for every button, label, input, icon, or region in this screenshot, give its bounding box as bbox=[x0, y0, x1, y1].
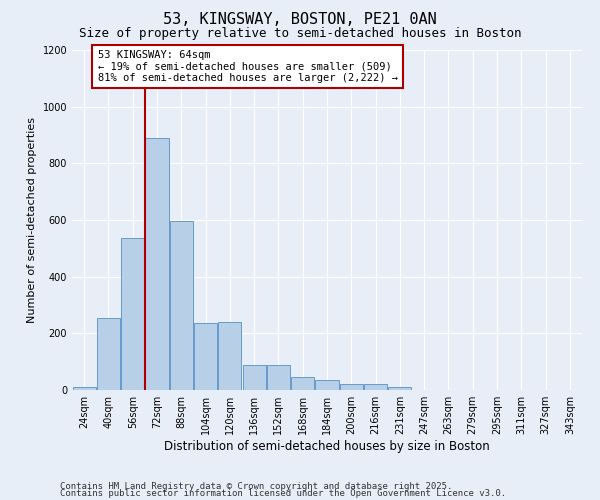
Bar bbox=[73, 387, 95, 390]
Y-axis label: Number of semi-detached properties: Number of semi-detached properties bbox=[27, 117, 37, 323]
Bar bbox=[340, 384, 363, 390]
Text: Contains HM Land Registry data © Crown copyright and database right 2025.: Contains HM Land Registry data © Crown c… bbox=[60, 482, 452, 491]
Text: Size of property relative to semi-detached houses in Boston: Size of property relative to semi-detach… bbox=[79, 28, 521, 40]
Bar bbox=[364, 384, 387, 390]
Bar bbox=[145, 138, 169, 390]
Bar bbox=[170, 222, 193, 390]
Text: 53, KINGSWAY, BOSTON, PE21 0AN: 53, KINGSWAY, BOSTON, PE21 0AN bbox=[163, 12, 437, 28]
Text: Contains public sector information licensed under the Open Government Licence v3: Contains public sector information licen… bbox=[60, 488, 506, 498]
Bar bbox=[218, 322, 241, 390]
Bar bbox=[242, 364, 266, 390]
Bar bbox=[121, 238, 144, 390]
Bar bbox=[267, 364, 290, 390]
Bar bbox=[316, 380, 338, 390]
Bar bbox=[291, 378, 314, 390]
Text: 53 KINGSWAY: 64sqm
← 19% of semi-detached houses are smaller (509)
81% of semi-d: 53 KINGSWAY: 64sqm ← 19% of semi-detache… bbox=[97, 50, 398, 83]
X-axis label: Distribution of semi-detached houses by size in Boston: Distribution of semi-detached houses by … bbox=[164, 440, 490, 453]
Bar bbox=[388, 387, 412, 390]
Bar bbox=[194, 324, 217, 390]
Bar bbox=[97, 318, 120, 390]
